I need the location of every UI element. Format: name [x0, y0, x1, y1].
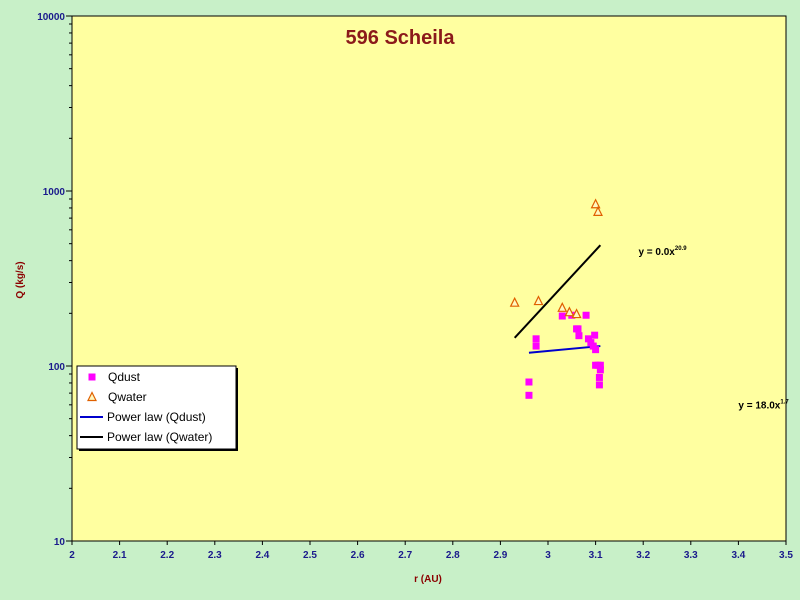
y-tick-label: 100	[48, 362, 65, 373]
qdust-point	[591, 331, 599, 339]
qdust-point	[592, 346, 600, 354]
legend-box	[76, 365, 237, 450]
x-tick-label: 2	[69, 550, 75, 561]
legend-qwater-marker	[87, 391, 97, 402]
legend-label: Power law (Qwater)	[107, 430, 212, 444]
x-tick-label: 2.9	[493, 550, 507, 561]
x-tick-label: 3.4	[731, 550, 745, 561]
trendline-qdust	[528, 345, 601, 354]
qdust-point	[595, 381, 603, 389]
x-tick-label: 3.1	[589, 550, 603, 561]
legend-label: Power law (Qdust)	[107, 410, 206, 424]
x-axis-ticks: 2 2.1 2.2 2.3 2.4 2.5 2.6 2.7 2.8 2.9 3 3.1 3.2 3.3 3.…	[69, 541, 793, 561]
legend: Qdust Qwater Power law (Qdust) Power law (Q…	[76, 365, 238, 451]
x-tick-label: 3.3	[684, 550, 698, 561]
qdust-point	[589, 342, 597, 350]
equation-label-2: y = 18.0x1.7	[738, 400, 789, 412]
x-tick-label: 2.8	[446, 550, 460, 561]
qdust-point	[595, 373, 603, 381]
x-tick-label: 2.2	[160, 550, 174, 561]
equation-label-1: y = 0.0x20.9	[638, 246, 687, 258]
qdust-point	[582, 311, 590, 319]
y-tick-label: 1000	[43, 187, 66, 198]
qdust-point	[584, 335, 592, 343]
qwater-point	[533, 295, 544, 306]
x-tick-label: 3	[545, 550, 551, 561]
x-axis-title: r (AU)	[414, 574, 442, 585]
y-tick-label: 10000	[37, 12, 65, 23]
qdust-point	[575, 332, 583, 340]
equation-annotations: y = 0.0x20.9 y = 18.0x1.7	[638, 246, 789, 412]
qdust-point	[558, 312, 566, 320]
chart-title: 596 Scheila	[346, 27, 456, 49]
x-tick-label: 2.6	[351, 550, 365, 561]
x-tick-label: 2.5	[303, 550, 317, 561]
legend-qdust-marker	[88, 373, 96, 381]
plot-area	[71, 15, 787, 542]
qwater-point	[557, 301, 568, 312]
qdust-point	[532, 335, 540, 343]
trendlines	[513, 244, 602, 354]
y-axis-ticks: 10 100 1000 10000	[37, 12, 72, 548]
qdust-point	[532, 342, 540, 350]
x-tick-label: 2.1	[113, 550, 127, 561]
qwater-point	[571, 308, 582, 319]
qdust-point	[596, 366, 604, 374]
qdust-point	[525, 391, 533, 399]
x-tick-label: 2.4	[255, 550, 269, 561]
qdust-point	[596, 361, 604, 369]
qdust-point	[525, 378, 533, 386]
y-axis-title: Q (kg/s)	[15, 261, 26, 298]
qdust-point	[574, 325, 582, 333]
legend-label: Qwater	[108, 390, 147, 404]
x-tick-label: 3.2	[636, 550, 650, 561]
qwater-point	[509, 296, 520, 307]
x-tick-label: 2.3	[208, 550, 222, 561]
y-tick-label: 10	[54, 537, 66, 548]
qwater-point	[564, 306, 575, 317]
qwater-point	[593, 206, 603, 216]
data-markers	[509, 198, 604, 399]
legend-label: Qdust	[108, 370, 141, 384]
qwater-point	[590, 198, 601, 209]
trendline-qwater	[513, 244, 602, 339]
x-tick-label: 2.7	[398, 550, 412, 561]
x-tick-label: 3.5	[779, 550, 793, 561]
